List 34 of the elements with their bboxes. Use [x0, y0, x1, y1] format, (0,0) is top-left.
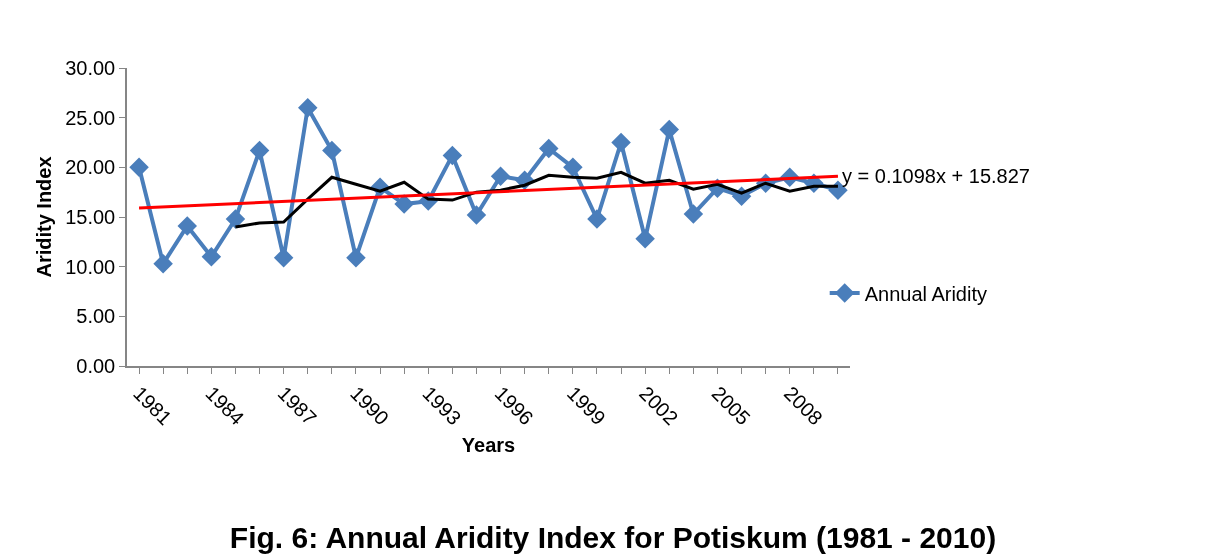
legend-label: Annual Aridity	[864, 282, 987, 305]
x-axis-title: Years	[461, 434, 516, 457]
point	[346, 247, 366, 268]
x-tick-label: 1987	[273, 382, 321, 430]
point	[683, 204, 704, 224]
point	[177, 216, 197, 236]
point	[587, 209, 607, 229]
y-tick-label: 5.00	[76, 305, 116, 328]
y-tick-label: 30.00	[65, 57, 116, 79]
point	[611, 132, 631, 153]
point	[153, 253, 173, 274]
point	[466, 205, 487, 225]
y-tick-label: 20.00	[65, 156, 116, 179]
point	[635, 229, 655, 249]
point	[539, 138, 559, 159]
point	[442, 145, 463, 166]
y-axis-title: Aridity Index	[33, 156, 56, 278]
annotation: y = 0.1098x + 15.827	[842, 165, 1030, 187]
point	[273, 247, 294, 268]
point	[298, 97, 318, 118]
point	[490, 166, 511, 187]
point	[201, 246, 222, 267]
y-tick-label: 10.00	[65, 255, 116, 278]
y-tick-label: 15.00	[65, 206, 116, 228]
point	[129, 157, 149, 178]
text: Fig. 6: Annual Aridity Index for Potiskum (1981 - 2010)	[229, 520, 997, 554]
point	[659, 119, 679, 140]
point	[225, 209, 246, 229]
y-tick-label: 25.00	[65, 106, 116, 129]
point	[322, 140, 342, 161]
point	[394, 194, 414, 214]
point	[563, 157, 583, 178]
point	[249, 140, 270, 161]
y-tick-label: 0.00	[76, 355, 116, 377]
